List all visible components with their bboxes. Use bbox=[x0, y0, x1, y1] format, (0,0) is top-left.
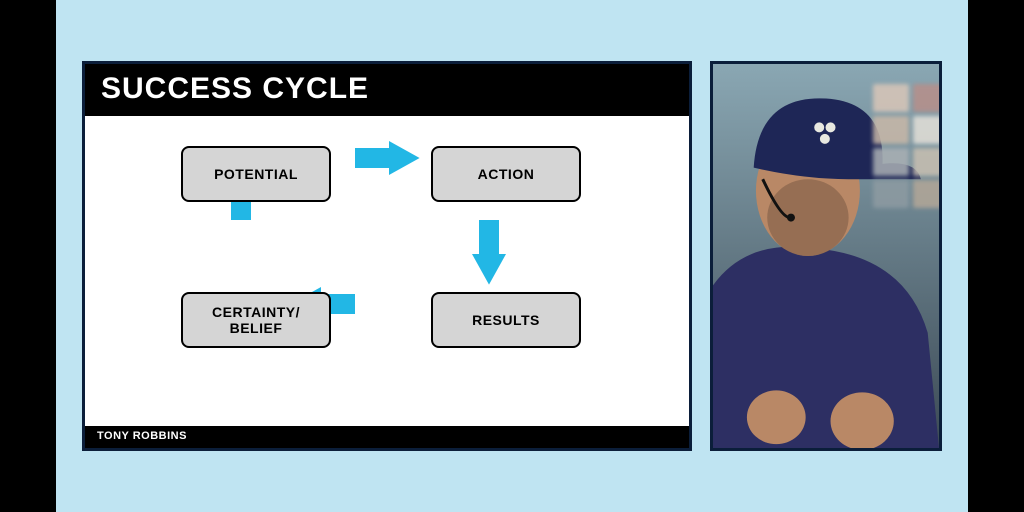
slide-body: POTENTIAL ACTION RESULTS CERTAINTY/ BELIEF bbox=[85, 116, 689, 426]
node-action: ACTION bbox=[431, 146, 581, 202]
bg-video-tile bbox=[873, 180, 909, 208]
stage: SUCCESS CYCLE POTENTIAL ACTION RESULTS CERT… bbox=[56, 0, 968, 512]
slide-title: SUCCESS CYCLE bbox=[85, 64, 689, 116]
camera-frame bbox=[710, 61, 942, 451]
cap-logo-icon bbox=[820, 134, 830, 144]
bg-video-tile bbox=[913, 148, 942, 176]
bg-video-tile bbox=[873, 116, 909, 144]
bg-video-tile bbox=[873, 148, 909, 176]
presenter-torso bbox=[713, 247, 939, 448]
bg-video-tile bbox=[873, 84, 909, 112]
headset-mic-icon bbox=[787, 214, 795, 222]
cycle-diagram bbox=[85, 116, 689, 426]
node-belief: CERTAINTY/ BELIEF bbox=[181, 292, 331, 348]
arrow-action-to-results bbox=[472, 220, 506, 285]
bg-video-tile bbox=[913, 84, 942, 112]
bg-video-tile bbox=[913, 116, 942, 144]
camera-bg bbox=[713, 64, 939, 448]
cap-logo-icon bbox=[814, 122, 824, 132]
slide-frame: SUCCESS CYCLE POTENTIAL ACTION RESULTS CERT… bbox=[82, 61, 692, 451]
cap-logo-icon bbox=[826, 122, 836, 132]
node-potential: POTENTIAL bbox=[181, 146, 331, 202]
node-results: RESULTS bbox=[431, 292, 581, 348]
presenter-hand bbox=[831, 392, 894, 448]
bg-video-tile bbox=[913, 180, 942, 208]
slide-footer: TONY ROBBINS bbox=[85, 426, 689, 448]
presenter-beard bbox=[767, 179, 848, 256]
arrow-potential-to-action bbox=[355, 141, 420, 175]
pillarbox-left bbox=[0, 0, 56, 512]
pillarbox-right bbox=[968, 0, 1024, 512]
presenter-hand bbox=[747, 390, 806, 444]
